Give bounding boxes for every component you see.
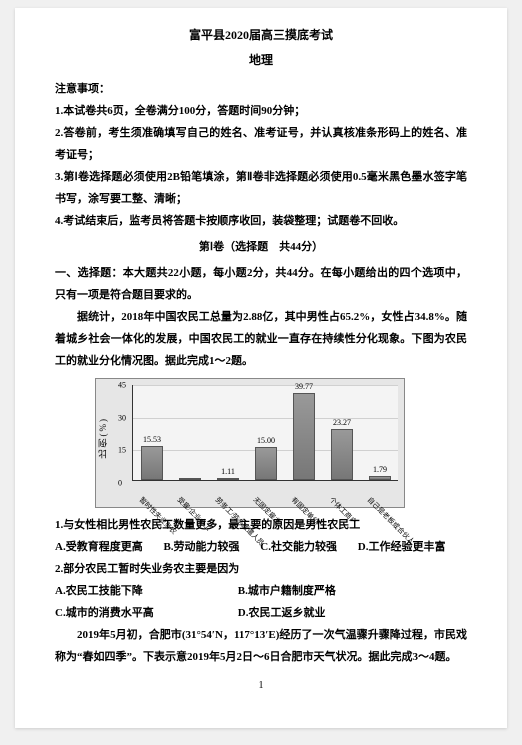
chart-bar (369, 476, 391, 480)
section1-title: 第Ⅰ卷（选择题 共44分） (55, 236, 467, 258)
chart-bar (179, 478, 201, 480)
chart-bar-value: 1.79 (373, 465, 387, 474)
bar-chart: 比例(%) 15.53 1.11 15.00 39.77 23.27 1.79 0 15 30… (95, 378, 405, 508)
chart-ytick: 0 (118, 479, 122, 488)
chart-bar-value: 15.00 (257, 436, 275, 445)
chart-ytick: 45 (118, 381, 126, 390)
q2-stem: 2.部分农民工暂时失业务农主要是因为 (55, 558, 467, 580)
section1-desc: 一、选择题：本大题共22小题，每小题2分，共44分。在每小题给出的四个选项中，只… (55, 262, 467, 306)
q2-opt-d: D.农民工返乡就业 (238, 602, 418, 624)
q2-opt-a: A.农民工技能下降 (55, 580, 235, 602)
q1-opt-b: B.劳动能力较强 (163, 536, 239, 558)
chart-bar (141, 446, 163, 480)
chart-ytick: 15 (118, 446, 126, 455)
exam-subject: 地理 (55, 51, 467, 68)
chart-bar (293, 393, 315, 480)
chart-bar-value: 23.27 (333, 418, 351, 427)
q2-options-row1: A.农民工技能下降 B.城市户籍制度严格 (55, 580, 467, 602)
chart-bar (331, 429, 353, 480)
notes-heading: 注意事项： (55, 78, 467, 100)
q2-opt-c: C.城市的消费水平高 (55, 602, 235, 624)
note-3: 3.第Ⅰ卷选择题必须使用2B铅笔填涂，第Ⅱ卷非选择题必须使用0.5毫米黑色墨水签… (55, 166, 467, 210)
chart-bar-value: 39.77 (295, 382, 313, 391)
exam-title: 富平县2020届高三摸底考试 (55, 26, 467, 43)
chart-ylabel: 比例(%) (96, 417, 109, 459)
q2-options-row2: C.城市的消费水平高 D.农民工返乡就业 (55, 602, 467, 624)
chart-plot: 15.53 1.11 15.00 39.77 23.27 1.79 (132, 385, 398, 481)
note-2: 2.答卷前，考生须准确填写自己的姓名、准考证号，并认真核准条形码上的姓名、准考证… (55, 122, 467, 166)
chart-bar-value: 1.11 (221, 467, 235, 476)
passage-1: 据统计，2018年中国农民工总量为2.88亿，其中男性占65.2%，女性占34.… (55, 306, 467, 372)
chart-bar (217, 478, 239, 480)
q1-opt-a: A.受教育程度更高 (55, 536, 143, 558)
exam-page: 富平县2020届高三摸底考试 地理 注意事项： 1.本试卷共6页，全卷满分100… (15, 8, 507, 728)
note-1: 1.本试卷共6页，全卷满分100分，答题时间90分钟； (55, 100, 467, 122)
chart-bar (255, 447, 277, 480)
passage-2: 2019年5月初，合肥市(31°54′N，117°13′E)经历了一次气温骤升骤… (55, 624, 467, 668)
q1-opt-c: C.社交能力较强 (260, 536, 337, 558)
note-4: 4.考试结束后，监考员将答题卡按顺序收回，装袋整理；试题卷不回收。 (55, 210, 467, 232)
chart-ytick: 30 (118, 413, 126, 422)
chart-bar-value: 15.53 (143, 435, 161, 444)
q2-opt-b: B.城市户籍制度严格 (238, 580, 418, 602)
page-number: 1 (55, 680, 467, 691)
